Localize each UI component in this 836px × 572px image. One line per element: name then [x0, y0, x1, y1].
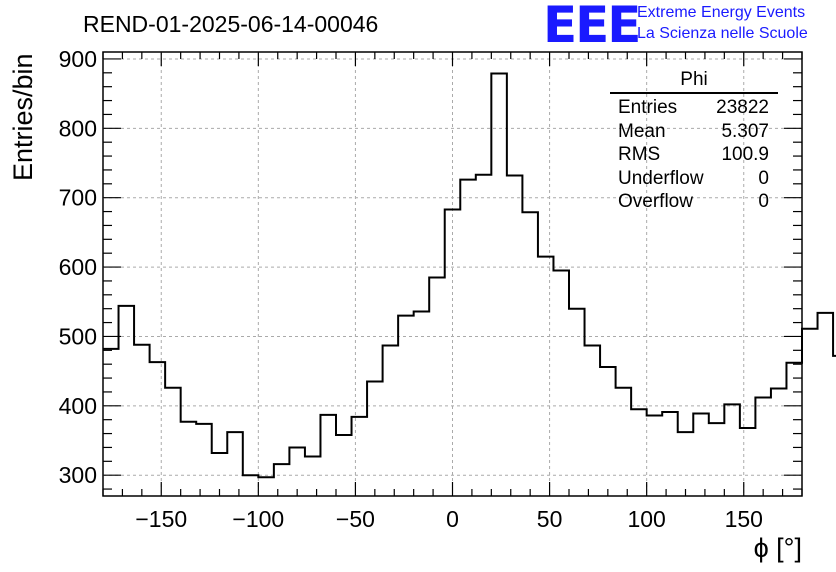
- x-tick-label: −50: [336, 506, 375, 532]
- stats-row-underflow: Underflow 0: [610, 167, 778, 191]
- y-tick-labels: 300 400 500 600 700 800 900: [59, 46, 97, 488]
- axis-ticks: [102, 52, 803, 496]
- x-tick-label: 0: [446, 506, 459, 532]
- y-tick-label: 400: [59, 393, 97, 419]
- y-tick-label: 500: [59, 323, 97, 349]
- stat-label: RMS: [618, 144, 661, 165]
- stat-label: Underflow: [618, 167, 704, 189]
- x-tick-labels: −150 −100 −50 0 50 100 150: [135, 506, 763, 532]
- x-tick-label: 50: [537, 506, 563, 532]
- eee-logo: EEE: [543, 0, 641, 54]
- stat-value: 0: [758, 191, 769, 212]
- x-tick-label: −100: [232, 506, 284, 532]
- y-tick-label: 600: [59, 254, 97, 280]
- x-tick-label: 100: [627, 506, 665, 532]
- stats-row-overflow: Overflow 0: [610, 190, 778, 214]
- y-axis-label: Entries/bin: [8, 53, 38, 181]
- x-axis-label: ϕ [°]: [753, 533, 802, 563]
- stat-label: Entries: [618, 97, 678, 118]
- stats-box: Phi Entries 23822 Mean 5.307 RMS 100.9 U…: [610, 69, 778, 214]
- logo-subtitle-2: La Scienza nelle Scuole: [637, 25, 808, 42]
- stats-row-entries: Entries 23822: [610, 96, 778, 120]
- histogram-line: [103, 72, 836, 479]
- logo-subtitle-1: Extreme Energy Events: [637, 4, 806, 21]
- y-tick-label: 300: [59, 462, 97, 488]
- plot-title: REND-01-2025-06-14-00046: [83, 11, 379, 37]
- stats-title: Phi: [610, 69, 778, 94]
- stat-label: Overflow: [618, 191, 693, 212]
- stat-value: 100.9: [721, 144, 769, 165]
- stat-value: 0: [758, 167, 769, 189]
- stat-value: 5.307: [721, 120, 769, 142]
- stats-row-rms: RMS 100.9: [610, 143, 778, 167]
- y-tick-label: 700: [59, 185, 97, 211]
- x-tick-label: 150: [725, 506, 763, 532]
- y-tick-label: 800: [59, 115, 97, 141]
- stats-row-mean: Mean 5.307: [610, 120, 778, 144]
- stat-value: 23822: [716, 97, 769, 118]
- x-tick-label: −150: [135, 506, 187, 532]
- stat-label: Mean: [618, 120, 666, 142]
- y-tick-label: 900: [59, 46, 97, 72]
